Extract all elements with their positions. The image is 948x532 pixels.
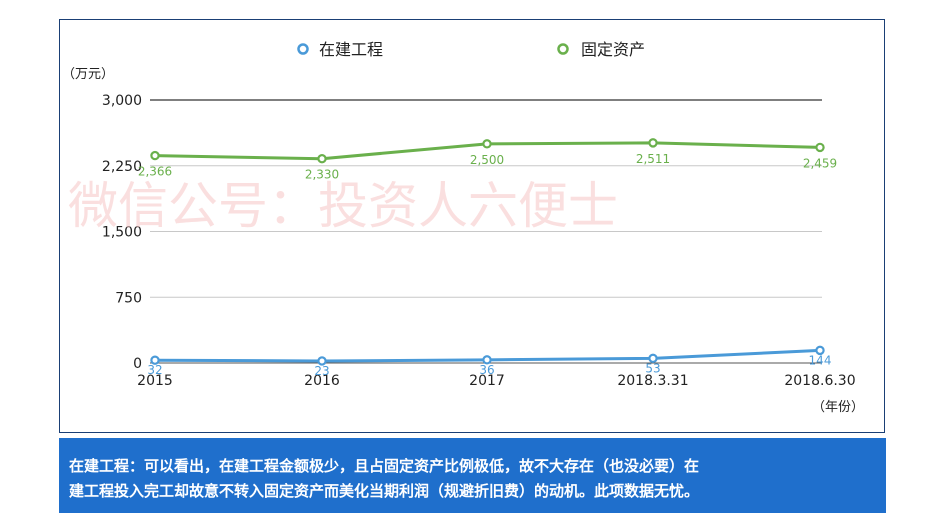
x-tick-label: 2016: [304, 373, 340, 389]
data-point: [317, 356, 327, 366]
data-point: [648, 353, 658, 364]
data-point: [648, 138, 658, 148]
line-chart: 0 750 1,500 2,250 3,000 2015 2016 2017 2018.3.3…: [62, 40, 864, 415]
legend-label: 固定资产: [581, 40, 645, 59]
y-tick-label: 3,000: [102, 93, 142, 109]
data-label: 2,459: [803, 156, 837, 170]
data-label: 144: [809, 353, 832, 367]
chart-frame: 0 750 1,500 2,250 3,000 2015 2016 2017 2018.3.3…: [59, 19, 885, 433]
legend-marker: [557, 43, 569, 55]
data-point: [150, 150, 160, 161]
y-tick-label: 750: [115, 290, 142, 306]
y-tick-label: 1,500: [102, 225, 142, 241]
data-point: [482, 139, 492, 149]
legend-marker: [297, 43, 309, 55]
data-label-layer: 32 23 36 53 144 2,366 2,330 2,500 2,511 2,459: [138, 152, 837, 378]
data-point: [150, 355, 160, 365]
data-label: 23: [314, 364, 329, 378]
y-tick-label: 0: [133, 356, 142, 372]
data-label: 2,511: [636, 152, 670, 166]
x-axis-unit: （年份）: [812, 400, 864, 415]
watermark-text: 微信公号：投资人六便士: [68, 177, 618, 235]
note-box: 在建工程：可以看出，在建工程金额极少，且占固定资产比例极低，故不大存在（也没必要…: [59, 438, 886, 513]
data-point: [482, 355, 492, 365]
data-label: 53: [645, 361, 660, 375]
legend: 在建工程 固定资产: [297, 40, 645, 59]
legend-label: 在建工程: [319, 40, 383, 59]
data-label: 36: [479, 363, 494, 377]
note-line-2: 建工程投入完工却故意不转入固定资产而美化当期利润（规避折旧费）的动机。此项数据无…: [69, 482, 700, 500]
y-axis-ticks: 0 750 1,500 2,250 3,000: [102, 93, 142, 372]
data-point: [815, 142, 825, 153]
data-label: 2,366: [138, 165, 172, 179]
x-tick-label: 2017: [469, 373, 505, 389]
x-tick-label: 2018.3.31: [617, 373, 688, 389]
x-tick-label: 2015: [137, 373, 173, 389]
data-label: 32: [147, 363, 162, 377]
x-tick-label: 2018.6.30: [784, 373, 855, 389]
data-point: [815, 345, 825, 356]
data-point: [317, 154, 327, 164]
series-layer: [150, 138, 825, 366]
y-tick-label: 2,250: [102, 159, 142, 175]
x-axis-ticks: 2015 2016 2017 2018.3.31 2018.6.30: [137, 373, 855, 389]
note-line-1: 在建工程：可以看出，在建工程金额极少，且占固定资产比例极低，故不大存在（也没必要…: [69, 457, 700, 475]
y-axis-unit: （万元）: [62, 67, 114, 82]
data-label: 2,330: [305, 168, 339, 182]
grid-layer: [150, 99, 822, 364]
data-label: 2,500: [470, 153, 504, 167]
